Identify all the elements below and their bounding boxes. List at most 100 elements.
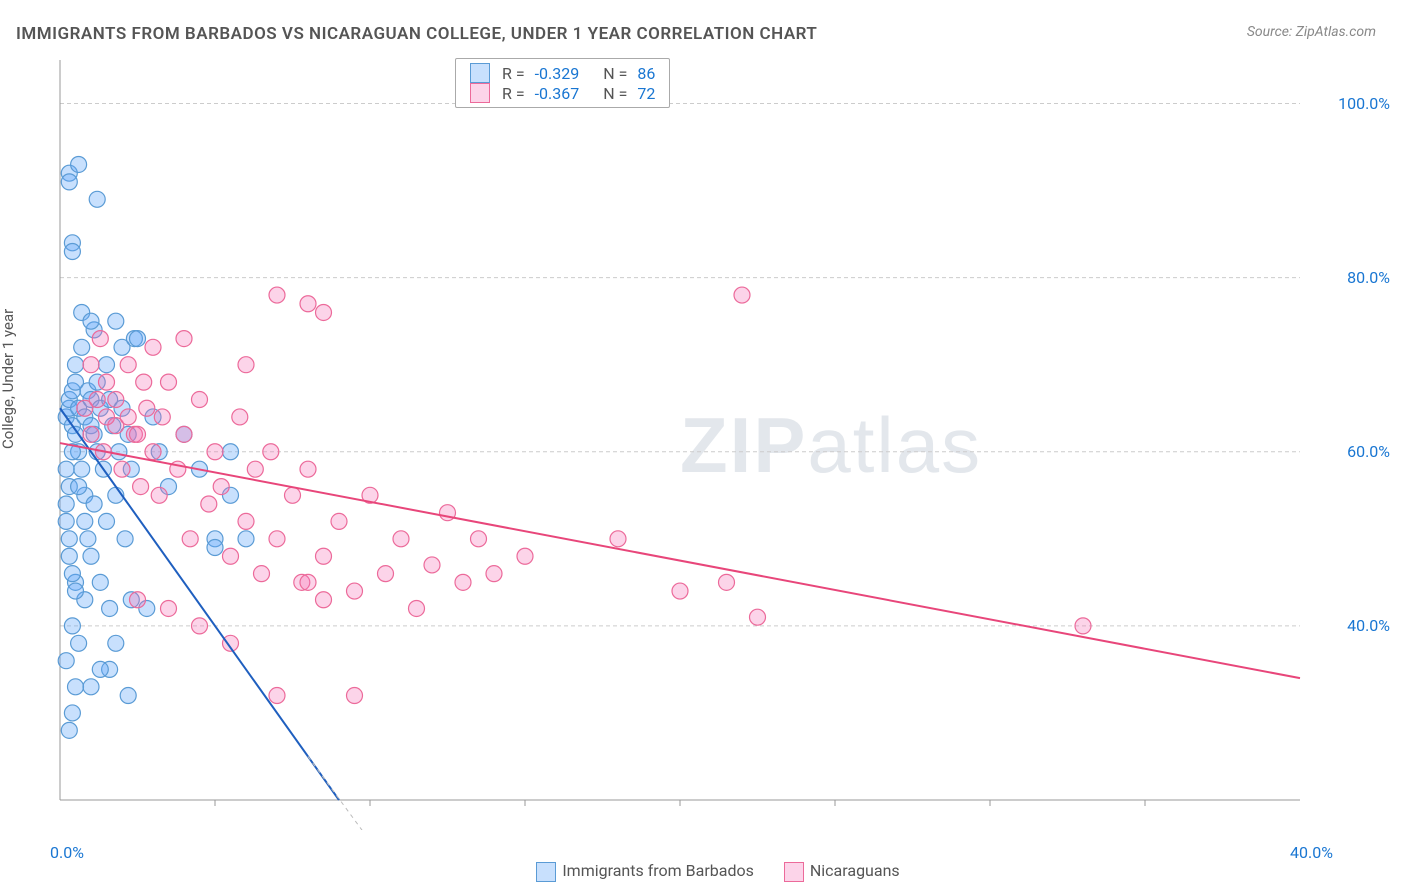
scatter-point-barbados: [71, 156, 87, 172]
scatter-point-barbados: [64, 566, 80, 582]
legend-correlation: R =-0.329N =86R =-0.367N =72: [455, 58, 670, 108]
scatter-point-nicaraguans: [455, 574, 471, 590]
scatter-point-barbados: [223, 444, 239, 460]
scatter-point-barbados: [71, 479, 87, 495]
scatter-point-barbados: [74, 461, 90, 477]
scatter-point-nicaraguans: [120, 357, 136, 373]
legend-n-value: 72: [637, 84, 655, 103]
legend-r-label: R =: [502, 64, 525, 83]
legend-n-label: N =: [603, 84, 627, 103]
scatter-point-nicaraguans: [347, 688, 363, 704]
scatter-point-nicaraguans: [114, 461, 130, 477]
scatter-point-nicaraguans: [393, 531, 409, 547]
source-label: Source:: [1247, 24, 1296, 40]
scatter-point-nicaraguans: [89, 392, 105, 408]
scatter-point-nicaraguans: [161, 600, 177, 616]
scatter-point-nicaraguans: [300, 296, 316, 312]
scatter-plot: [50, 50, 1360, 830]
scatter-point-barbados: [108, 313, 124, 329]
scatter-point-barbados: [207, 540, 223, 556]
scatter-point-nicaraguans: [176, 331, 192, 347]
scatter-point-nicaraguans: [145, 339, 161, 355]
x-tick-label: 0.0%: [50, 843, 84, 862]
scatter-point-nicaraguans: [672, 583, 688, 599]
legend-series-label: Immigrants from Barbados: [562, 861, 754, 880]
scatter-point-nicaraguans: [247, 461, 263, 477]
regression-extrapolation-barbados: [308, 756, 417, 830]
scatter-point-barbados: [68, 583, 84, 599]
scatter-point-barbados: [111, 444, 127, 460]
scatter-point-nicaraguans: [83, 426, 99, 442]
scatter-point-barbados: [238, 531, 254, 547]
scatter-point-nicaraguans: [517, 548, 533, 564]
scatter-point-nicaraguans: [316, 592, 332, 608]
scatter-point-nicaraguans: [719, 574, 735, 590]
scatter-point-barbados: [58, 461, 74, 477]
scatter-point-barbados: [130, 331, 146, 347]
y-tick-label: 100.0%: [1338, 94, 1390, 113]
scatter-point-barbados: [64, 618, 80, 634]
scatter-point-nicaraguans: [734, 287, 750, 303]
scatter-point-barbados: [80, 531, 96, 547]
scatter-point-barbados: [61, 531, 77, 547]
scatter-point-nicaraguans: [92, 331, 108, 347]
scatter-point-nicaraguans: [347, 583, 363, 599]
legend-r-value: -0.329: [535, 64, 580, 83]
legend-swatch-icon: [470, 63, 490, 83]
scatter-point-barbados: [74, 339, 90, 355]
legend-series-label: Nicaraguans: [810, 861, 900, 880]
scatter-point-barbados: [83, 548, 99, 564]
scatter-point-nicaraguans: [300, 461, 316, 477]
scatter-point-barbados: [89, 191, 105, 207]
scatter-point-nicaraguans: [99, 374, 115, 390]
scatter-point-nicaraguans: [182, 531, 198, 547]
scatter-point-nicaraguans: [154, 409, 170, 425]
scatter-point-nicaraguans: [139, 400, 155, 416]
scatter-point-nicaraguans: [610, 531, 626, 547]
y-tick-label: 80.0%: [1347, 268, 1390, 287]
legend-row-nicaraguans: R = -0.367 N = 72: [470, 83, 655, 103]
scatter-point-nicaraguans: [316, 304, 332, 320]
scatter-point-barbados: [71, 635, 87, 651]
scatter-point-barbados: [86, 496, 102, 512]
scatter-point-barbados: [83, 679, 99, 695]
scatter-point-nicaraguans: [192, 618, 208, 634]
scatter-point-nicaraguans: [130, 592, 146, 608]
scatter-point-barbados: [92, 661, 108, 677]
scatter-point-barbados: [99, 513, 115, 529]
scatter-point-nicaraguans: [254, 566, 270, 582]
legend-series: Immigrants from Barbados Nicaraguans: [0, 861, 1406, 882]
scatter-point-barbados: [77, 513, 93, 529]
scatter-point-barbados: [61, 174, 77, 190]
scatter-point-nicaraguans: [232, 409, 248, 425]
scatter-point-nicaraguans: [269, 531, 285, 547]
legend-r-label: R =: [502, 84, 525, 103]
chart-container: IMMIGRANTS FROM BARBADOS VS NICARAGUAN C…: [0, 0, 1406, 892]
scatter-point-nicaraguans: [133, 479, 149, 495]
legend-r-value: -0.367: [535, 84, 580, 103]
scatter-point-barbados: [108, 635, 124, 651]
scatter-point-barbados: [102, 600, 118, 616]
legend-row-barbados: R =-0.329N =86: [470, 63, 655, 83]
scatter-point-nicaraguans: [471, 531, 487, 547]
scatter-point-nicaraguans: [161, 374, 177, 390]
scatter-point-nicaraguans: [130, 426, 146, 442]
scatter-point-barbados: [58, 496, 74, 512]
scatter-point-nicaraguans: [331, 513, 347, 529]
scatter-point-nicaraguans: [263, 444, 279, 460]
x-tick-label: 40.0%: [1290, 843, 1333, 862]
scatter-point-nicaraguans: [285, 487, 301, 503]
scatter-point-nicaraguans: [136, 374, 152, 390]
scatter-point-nicaraguans: [238, 513, 254, 529]
scatter-point-nicaraguans: [108, 392, 124, 408]
scatter-point-barbados: [58, 513, 74, 529]
scatter-point-nicaraguans: [83, 357, 99, 373]
scatter-point-barbados: [68, 357, 84, 373]
scatter-point-barbados: [92, 574, 108, 590]
scatter-point-nicaraguans: [300, 574, 316, 590]
y-tick-label: 40.0%: [1347, 616, 1390, 635]
scatter-point-nicaraguans: [316, 548, 332, 564]
source-attribution: Source: ZipAtlas.com: [1247, 24, 1376, 40]
scatter-point-barbados: [120, 688, 136, 704]
scatter-point-nicaraguans: [486, 566, 502, 582]
